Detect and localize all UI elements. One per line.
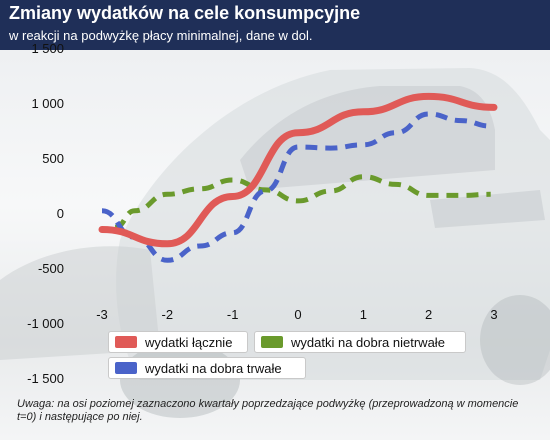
y-tick-label: -500 — [38, 261, 64, 276]
x-tick-label: -1 — [227, 307, 239, 322]
chart-subtitle: w reakcji na podwyżkę płacy minimalnej, … — [9, 28, 313, 43]
x-tick-label: -2 — [162, 307, 174, 322]
x-tick-label: 1 — [360, 307, 367, 322]
y-tick-label: 1 000 — [31, 96, 64, 111]
legend-label-durable: wydatki na dobra trwałe — [145, 361, 282, 376]
y-tick-label: 0 — [57, 206, 64, 221]
legend-label-nondurable: wydatki na dobra nietrwałe — [291, 335, 445, 350]
chart-title: Zmiany wydatków na cele konsumpcyjne — [9, 3, 361, 23]
series-line-nondurable — [114, 174, 491, 230]
y-tick-label: 2 000 — [31, 0, 64, 1]
legend-swatch-total — [115, 336, 137, 348]
x-axis-tick-labels: -3 -2 -1 0 1 2 3 — [96, 307, 497, 322]
series-line-durable — [101, 111, 491, 263]
x-tick-label: 0 — [294, 307, 301, 322]
legend-item-total: wydatki łącznie — [108, 331, 248, 353]
legend-swatch-nondurable — [261, 336, 283, 348]
series-lines — [98, 92, 498, 263]
y-tick-label: 1 500 — [31, 41, 64, 56]
legend-label-total: wydatki łącznie — [145, 335, 233, 350]
legend-item-durable: wydatki na dobra trwałe — [108, 357, 306, 379]
series-line-total — [98, 92, 498, 248]
car-silhouette-image — [0, 68, 550, 418]
y-tick-label: 500 — [42, 151, 64, 166]
legend-swatch-durable — [115, 362, 137, 374]
x-tick-label: -3 — [96, 307, 108, 322]
legend-item-nondurable: wydatki na dobra nietrwałe — [254, 331, 466, 353]
x-tick-label: 3 — [490, 307, 497, 322]
chart-header: Zmiany wydatków na cele konsumpcyjne w r… — [0, 0, 550, 50]
footnote: Uwaga: na osi poziomej zaznaczono kwarta… — [17, 398, 519, 423]
x-tick-label: 2 — [425, 307, 432, 322]
car-background-photo — [0, 50, 550, 440]
y-tick-label: -1 000 — [27, 316, 64, 331]
y-tick-label: -1 500 — [27, 371, 64, 386]
